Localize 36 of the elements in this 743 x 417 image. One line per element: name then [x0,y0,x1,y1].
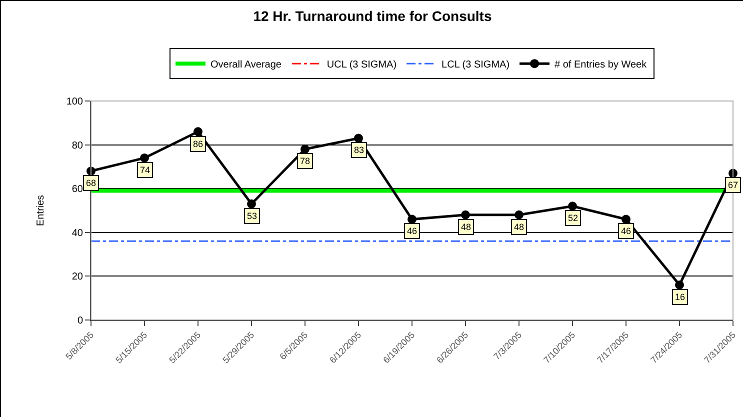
point [140,153,149,162]
point [514,210,524,220]
data-label: 52 [568,213,578,223]
y-tick-label: 60 [72,184,84,196]
legend-label: UCL (3 SIGMA) [326,60,397,70]
point [247,199,256,208]
point [194,127,202,136]
y-tick-label: 0 [77,316,84,326]
point [408,214,416,224]
point [354,134,363,143]
point [675,280,684,290]
y-tick-label: 40 [72,228,84,239]
y-axis-title: Entries [35,194,46,226]
data-label: 83 [354,145,364,155]
y-tick-label: 20 [72,272,84,283]
data-label: 53 [247,211,258,221]
point [300,144,310,154]
data-label: 67 [728,180,738,190]
chart-title: 12 Hr. Turnaround time for Consults [253,8,492,24]
data-label: 74 [140,165,150,175]
legend-label: Overall Average [210,60,282,70]
data-label: 46 [621,226,632,236]
data-label: 46 [407,226,418,236]
data-label: 68 [86,178,96,188]
y-tick-label: 80 [72,140,84,152]
data-label: 86 [193,139,204,149]
point [622,214,630,224]
data-label: 48 [514,222,524,232]
y-tick-label: 100 [66,96,84,108]
data-label: 48 [461,222,472,232]
legend-label: # of Entries by Week [554,60,648,70]
point [461,210,470,220]
legend-label: LCL (3 SIGMA) [442,60,510,70]
point [568,202,577,211]
data-label: 16 [675,292,686,302]
data-label: 78 [300,156,310,166]
